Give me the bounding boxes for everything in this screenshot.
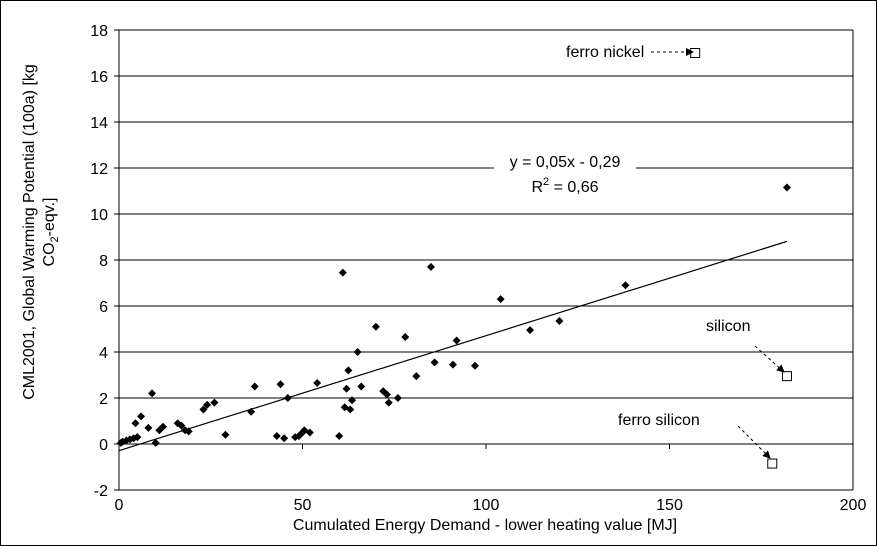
y-tick-label: 10 [90, 207, 108, 224]
x-tick-label: 50 [294, 497, 312, 514]
data-point [357, 382, 366, 391]
x-tick-label: 150 [656, 497, 683, 514]
y-tick-label: -2 [94, 483, 108, 500]
data-point [430, 358, 439, 367]
y-tick-label: 14 [90, 115, 108, 132]
data-point [371, 322, 380, 331]
data-point [305, 428, 314, 437]
data-point [144, 423, 153, 432]
data-point [621, 281, 630, 290]
data-point [199, 405, 208, 414]
y-tick-label: 8 [99, 253, 108, 270]
data-point [496, 295, 505, 304]
data-point [177, 421, 186, 430]
y-tick-label: 12 [90, 161, 108, 178]
data-point [338, 268, 347, 277]
y-tick-label: 0 [99, 437, 108, 454]
outlier-label-ferro-nickel: ferro nickel [566, 44, 644, 61]
data-point [203, 400, 212, 409]
y-axis-title: CML2001, Global Warming Potential (100a)… [21, 64, 61, 400]
equation-backdrop [494, 152, 636, 198]
data-point [221, 430, 230, 439]
y-tick-label: 18 [90, 23, 108, 40]
data-point [342, 384, 351, 393]
data-point [555, 316, 564, 325]
outlier-label-ferro-silicon: ferro silicon [618, 412, 700, 429]
data-point [280, 434, 289, 443]
data-point [470, 361, 479, 370]
gridlines [119, 29, 853, 491]
data-point [393, 394, 402, 402]
data-point [526, 326, 535, 335]
data-point [348, 396, 357, 405]
data-point [159, 422, 168, 431]
data-point [412, 372, 421, 381]
data-points [116, 183, 791, 447]
arrow-ferro-silicon [737, 425, 771, 459]
data-point [131, 419, 140, 428]
outlier-points [690, 48, 792, 469]
data-point [382, 390, 391, 399]
outlier-label-silicon: silicon [706, 318, 750, 335]
data-point [401, 333, 410, 342]
y-tick-labels: -2 0 2 4 6 8 10 12 14 16 18 [90, 23, 119, 500]
outlier-point [767, 458, 778, 469]
y-tick-label: 2 [99, 391, 108, 408]
trendline-equation: y = 0,05x - 0,29 [510, 154, 621, 171]
data-point [151, 438, 160, 447]
y-tick-label: 16 [90, 69, 108, 86]
data-point [148, 389, 157, 398]
data-point [782, 183, 791, 192]
data-point [133, 433, 142, 442]
x-tick-label: 0 [115, 497, 124, 514]
data-point [344, 366, 353, 375]
data-point [137, 412, 146, 421]
x-axis-title: Cumulated Energy Demand - lower heating … [293, 517, 677, 534]
data-point [272, 431, 281, 440]
y-tick-label: 4 [99, 345, 108, 362]
data-point [452, 336, 461, 345]
y-tick-label: 6 [99, 299, 108, 316]
arrow-silicon [754, 345, 785, 373]
y-axis-title-line1: CML2001, Global Warming Potential (100a)… [21, 64, 38, 400]
trendline [118, 240, 788, 452]
x-tick-label: 100 [473, 497, 500, 514]
data-point [313, 379, 322, 388]
data-point [210, 398, 219, 407]
data-point [184, 427, 193, 436]
data-point [276, 380, 285, 389]
outlier-point [781, 371, 792, 382]
data-point [247, 407, 256, 416]
x-tick-labels: 0 50 100 150 200 [115, 444, 867, 514]
data-point [353, 348, 362, 356]
data-point [426, 262, 435, 271]
data-point [384, 398, 393, 407]
data-point [335, 431, 344, 440]
data-point [448, 360, 457, 369]
outlier-point [690, 48, 701, 58]
data-point [346, 405, 355, 414]
trendline-r-squared: R2 = 0,66 [531, 176, 598, 196]
data-point [250, 382, 259, 391]
data-point [283, 394, 292, 402]
trendline-line [118, 240, 788, 452]
x-tick-label: 200 [840, 497, 867, 514]
y-axis-title-line2: CO2-eqv.] [41, 198, 61, 267]
